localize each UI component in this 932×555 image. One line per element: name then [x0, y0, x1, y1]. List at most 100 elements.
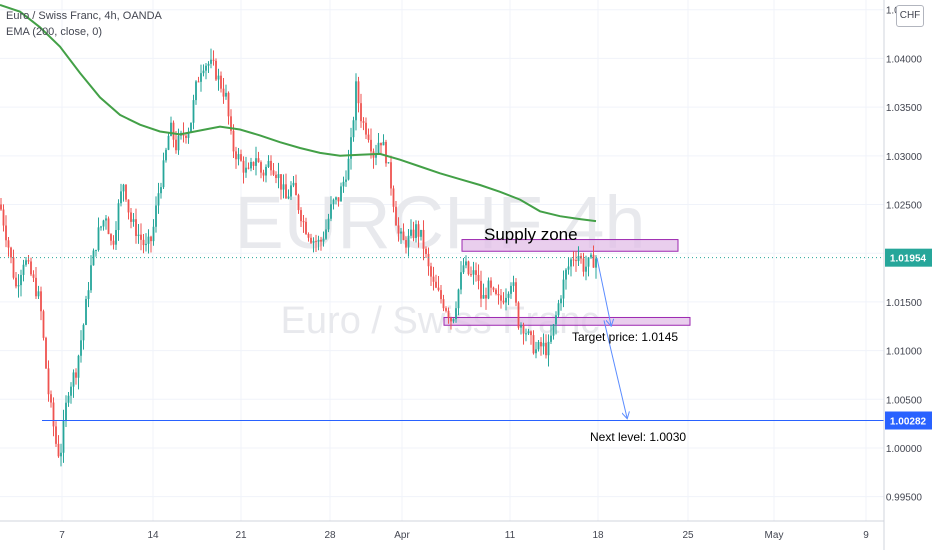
candle-body	[450, 318, 452, 322]
candle-body	[50, 394, 52, 403]
candle-body	[307, 234, 310, 238]
candle-body	[197, 81, 200, 83]
candle-body	[87, 290, 90, 299]
candle-body	[65, 402, 67, 421]
candle-body	[190, 122, 192, 133]
candle-body	[512, 282, 515, 286]
supply-zone-rect[interactable]	[461, 239, 679, 252]
candle-body	[427, 254, 430, 267]
candle-body	[10, 247, 12, 258]
svg-text:1.01954: 1.01954	[890, 254, 927, 265]
candle-body	[325, 229, 327, 239]
candle-body	[120, 191, 122, 204]
candle-body	[492, 287, 495, 290]
candle-body	[302, 221, 305, 223]
candle-body	[312, 240, 315, 243]
candle-body	[477, 274, 480, 281]
price-tick-label: 1.01000	[886, 347, 923, 358]
candle-body	[385, 141, 387, 164]
candle-body	[485, 295, 487, 299]
ema-indicator-label: EMA (200, close, 0)	[6, 26, 102, 38]
candle-body	[555, 315, 557, 325]
candle-body	[215, 60, 217, 80]
candle-body	[272, 170, 275, 175]
arrow-to-next-level	[603, 320, 627, 417]
candle-body	[30, 261, 32, 275]
candle-body	[560, 298, 562, 304]
time-tick-label: 21	[235, 530, 247, 541]
candle-body	[527, 331, 530, 334]
candle-body	[420, 229, 422, 237]
price-tick-label: 1.00500	[886, 395, 923, 406]
candle-body	[387, 162, 390, 164]
candle-body	[395, 206, 397, 226]
candle-body	[100, 226, 102, 228]
candle-body	[27, 260, 30, 262]
candle-body	[92, 250, 95, 266]
ema-line	[0, 3, 597, 223]
candle-body	[347, 158, 350, 180]
candle-body	[237, 154, 240, 160]
candle-body	[242, 160, 245, 173]
candle-body	[195, 81, 197, 101]
time-tick-label: 25	[682, 530, 694, 541]
candle-body	[227, 92, 230, 117]
candle-body	[375, 153, 377, 158]
candle-body	[475, 270, 477, 275]
candle-body	[67, 395, 70, 403]
candle-body	[252, 161, 255, 166]
candle-body	[202, 70, 205, 74]
candle-body	[335, 197, 337, 200]
candle-body	[392, 188, 395, 207]
candle-body	[200, 73, 202, 82]
candle-body	[147, 236, 150, 244]
candle-body	[260, 162, 262, 173]
candle-body	[77, 355, 80, 378]
arrows-layer	[596, 257, 627, 418]
candle-body	[310, 237, 312, 243]
candle-body	[275, 174, 277, 179]
candle-body	[552, 324, 555, 336]
candle-body	[440, 290, 442, 300]
candle-body	[112, 240, 115, 245]
price-tick-label: 1.00000	[886, 444, 923, 455]
candle-body	[435, 281, 437, 288]
candle-body	[322, 238, 325, 242]
candle-body	[545, 342, 547, 356]
supply-zone-label: Supply zone	[484, 225, 578, 244]
candle-body	[525, 333, 527, 335]
candle-body	[380, 142, 382, 146]
candle-body	[487, 280, 490, 299]
candle-body	[25, 260, 27, 265]
candle-body	[397, 225, 400, 234]
candle-body	[562, 279, 565, 299]
candle-body	[255, 158, 257, 166]
candle-body	[472, 270, 475, 275]
target-zone-rect[interactable]	[443, 316, 691, 326]
time-tick-label: 18	[592, 530, 604, 541]
candle-body	[90, 265, 92, 291]
time-tick-label: 28	[324, 530, 336, 541]
candle-body	[547, 341, 550, 356]
candle-body	[140, 234, 142, 240]
candle-body	[205, 65, 207, 71]
candle-body	[567, 266, 570, 270]
currency-badge[interactable]: CHF	[896, 5, 924, 27]
candle-body	[230, 116, 232, 131]
candle-body	[530, 331, 532, 336]
symbol-title: Euro / Swiss Franc, 4h, OANDA	[6, 10, 162, 22]
last-price-tag: 1.01954	[885, 248, 932, 267]
time-tick-label: 11	[505, 530, 516, 541]
candle-body	[42, 311, 45, 338]
time-tick-label: 7	[59, 530, 65, 541]
candle-body	[57, 443, 60, 457]
candle-body	[402, 231, 405, 241]
candle-body	[290, 185, 292, 197]
candle-body	[517, 302, 520, 328]
candle-body	[175, 139, 177, 151]
candle-body	[330, 204, 332, 219]
candle-body	[407, 235, 410, 248]
candle-body	[110, 234, 112, 241]
